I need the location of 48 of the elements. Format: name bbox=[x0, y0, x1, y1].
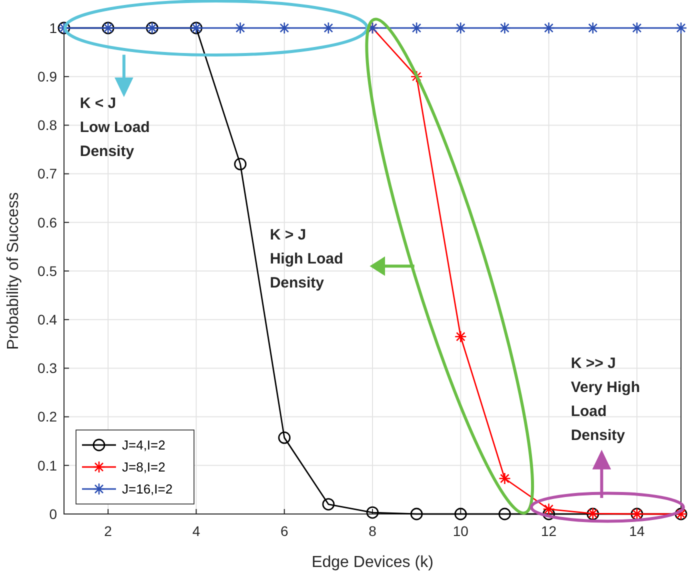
x-tick-label: 2 bbox=[104, 523, 112, 539]
point bbox=[410, 70, 423, 83]
point bbox=[454, 22, 467, 34]
y-axis-title: Probability of Success bbox=[5, 192, 22, 350]
x-tick-label: 4 bbox=[192, 523, 200, 539]
point bbox=[278, 22, 291, 34]
point bbox=[454, 330, 467, 343]
y-tick-label: 0.2 bbox=[38, 408, 58, 425]
y-tick-label: 0.9 bbox=[38, 68, 58, 84]
x-tick-label: 10 bbox=[452, 523, 469, 539]
legend-label: J=16,I=2 bbox=[122, 482, 173, 497]
point bbox=[542, 502, 555, 516]
point bbox=[542, 508, 555, 520]
y-tick-label: 0.7 bbox=[38, 166, 58, 182]
y-tick-label: 1 bbox=[49, 20, 58, 36]
legend-label: J=8,I=2 bbox=[122, 460, 166, 475]
y-tick-label: 0.5 bbox=[38, 262, 58, 279]
point bbox=[234, 22, 246, 34]
point bbox=[410, 508, 423, 520]
annotation: K >> J Very High Load Density bbox=[570, 355, 640, 444]
x-tick-label: 12 bbox=[540, 523, 557, 539]
point bbox=[498, 22, 511, 34]
y-tick-label: 0.4 bbox=[38, 312, 58, 328]
point bbox=[542, 22, 555, 34]
y-tick-label: 0.1 bbox=[38, 457, 58, 474]
point bbox=[498, 472, 511, 485]
y-tick-label: 0 bbox=[49, 506, 58, 522]
x-tick-label: 6 bbox=[280, 523, 288, 539]
y-tick-label: 0.8 bbox=[38, 117, 58, 134]
point bbox=[630, 22, 644, 34]
point bbox=[278, 432, 291, 444]
point bbox=[410, 22, 423, 34]
point bbox=[454, 508, 467, 520]
legend-label: J=4,I=2 bbox=[122, 438, 166, 453]
point bbox=[586, 22, 600, 34]
point bbox=[498, 508, 511, 520]
point bbox=[322, 498, 335, 510]
y-tick-label: 0.6 bbox=[38, 214, 58, 230]
point bbox=[674, 22, 688, 34]
x-tick-label: 14 bbox=[629, 523, 645, 539]
annotation: K > J High Load Density bbox=[270, 226, 344, 292]
y-tick-label: 0.3 bbox=[38, 360, 58, 376]
x-tick-label: 8 bbox=[368, 523, 377, 539]
point bbox=[234, 158, 246, 170]
point bbox=[322, 22, 335, 34]
annotation: K < J Low Load Density bbox=[80, 95, 150, 160]
point bbox=[366, 506, 379, 519]
x-axis-title: Edge Devices (k) bbox=[312, 554, 434, 571]
